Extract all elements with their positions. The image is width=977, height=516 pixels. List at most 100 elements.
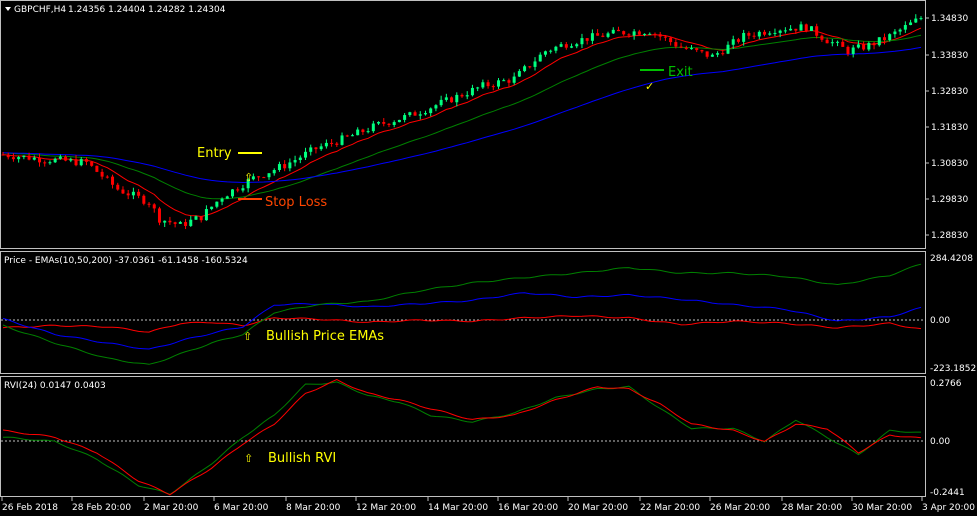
- candle-body: [575, 44, 579, 47]
- candle-body: [851, 47, 855, 54]
- main-y-axis: 1.34830 1.33830 1.32830 1.31830 1.30830 …: [925, 14, 968, 241]
- candle-body: [58, 156, 62, 159]
- candle-body: [570, 46, 574, 48]
- candle-body: [100, 171, 104, 177]
- candle-body: [778, 30, 782, 33]
- x-tick-label: 3 Apr 20:00: [922, 503, 975, 513]
- ema-indicator-label: Price - EMAs(10,50,200) -37.0361 -61.145…: [4, 256, 248, 266]
- candle-body: [257, 176, 261, 178]
- y-tick-label: 1.34830: [931, 14, 968, 24]
- y-tick-label: 1.32830: [931, 87, 968, 97]
- candle-body: [204, 209, 208, 221]
- candle-body: [408, 112, 412, 116]
- candle-body: [199, 216, 203, 221]
- ema-50-line: [2, 34, 922, 200]
- price-ema50-diff-line: [2, 292, 922, 350]
- candle-body: [267, 173, 271, 178]
- candle-body: [716, 53, 720, 55]
- candle-body: [1, 154, 5, 156]
- candle-body: [403, 115, 407, 120]
- candle-body: [747, 32, 751, 36]
- candle-body: [523, 66, 527, 72]
- candle-body: [919, 18, 923, 20]
- candle-body: [914, 18, 918, 23]
- ema-200-line: [2, 46, 922, 184]
- candle-body: [768, 33, 772, 35]
- candle-body: [752, 35, 756, 37]
- rvi-indicator-label: RVI(24) 0.0147 0.0403: [4, 381, 106, 391]
- x-tick-label: 28 Mar 20:00: [782, 503, 842, 513]
- y-tick-label: 1.29830: [931, 195, 968, 205]
- candle-body: [22, 155, 26, 158]
- candle-body: [397, 119, 401, 123]
- candle-body: [481, 82, 485, 88]
- candle-body: [429, 108, 433, 114]
- candle-body: [178, 222, 182, 224]
- candle-body: [476, 87, 480, 89]
- candle-body: [79, 159, 83, 166]
- candle-body: [277, 164, 281, 170]
- candle-body: [538, 54, 542, 62]
- candle-body: [324, 142, 328, 147]
- candle-body: [413, 112, 417, 116]
- candle-body: [288, 162, 292, 169]
- candle-body: [867, 43, 871, 50]
- candle-body: [757, 31, 761, 37]
- candle-body: [783, 30, 787, 32]
- x-tick-label: 12 Mar 20:00: [356, 503, 416, 513]
- candle-body: [74, 159, 78, 166]
- candle-body: [549, 50, 553, 52]
- candle-body: [137, 191, 141, 196]
- candle-body: [423, 113, 427, 115]
- candle-body: [491, 86, 495, 88]
- rvi-y-axis: 0.2766 0.00 -0.2441: [930, 379, 965, 498]
- x-tick-label: 16 Mar 20:00: [498, 503, 558, 513]
- candle-body: [335, 143, 339, 145]
- price-ema-oscillator-lines: [2, 263, 922, 365]
- up-arrow-icon: ⇧: [244, 171, 253, 184]
- candle-body: [882, 37, 886, 41]
- candle-body: [862, 44, 866, 50]
- candle-body: [773, 32, 777, 34]
- candle-body: [48, 162, 52, 164]
- candle-body: [377, 122, 381, 124]
- ema-overlay-lines: [2, 27, 922, 218]
- entry-label: Entry: [197, 146, 232, 161]
- candle-body: [893, 31, 897, 35]
- up-arrow-icon: ⇧: [244, 452, 253, 465]
- candle-body: [298, 157, 302, 161]
- bullish-price-emas-label: Bullish Price EMAs: [266, 329, 384, 344]
- candle-body: [804, 24, 808, 31]
- candle-body: [392, 122, 396, 125]
- candle-body: [131, 191, 135, 196]
- candle-body: [90, 161, 94, 166]
- candle-body: [6, 154, 10, 158]
- candle-body: [486, 82, 490, 87]
- symbol-label: GBPCHF,H4: [14, 5, 66, 15]
- candle-body: [460, 94, 464, 97]
- stop-loss-label: Stop Loss: [265, 195, 327, 210]
- candle-body: [632, 31, 636, 36]
- candle-body: [637, 31, 641, 35]
- candle-body: [543, 51, 547, 55]
- candle-body: [439, 99, 443, 106]
- candle-body: [121, 189, 125, 194]
- candle-body: [658, 34, 662, 37]
- candle-body: [262, 177, 266, 179]
- candle-body: [502, 80, 506, 82]
- candle-body: [225, 196, 229, 199]
- y-tick-label: 1.30830: [931, 159, 968, 169]
- candle-body: [152, 204, 156, 209]
- candle-body: [726, 44, 730, 54]
- x-tick-label: 28 Feb 20:00: [72, 503, 131, 513]
- candle-body: [231, 189, 234, 197]
- candle-body: [564, 44, 568, 48]
- x-tick-label: 26 Feb 2018: [2, 503, 58, 513]
- candle-body: [241, 188, 245, 191]
- candle-body: [731, 39, 735, 45]
- candle-body: [580, 38, 584, 45]
- triangle-down-icon[interactable]: [5, 7, 11, 11]
- candle-body: [710, 54, 714, 57]
- candle-body: [184, 222, 188, 226]
- candle-body: [361, 129, 365, 133]
